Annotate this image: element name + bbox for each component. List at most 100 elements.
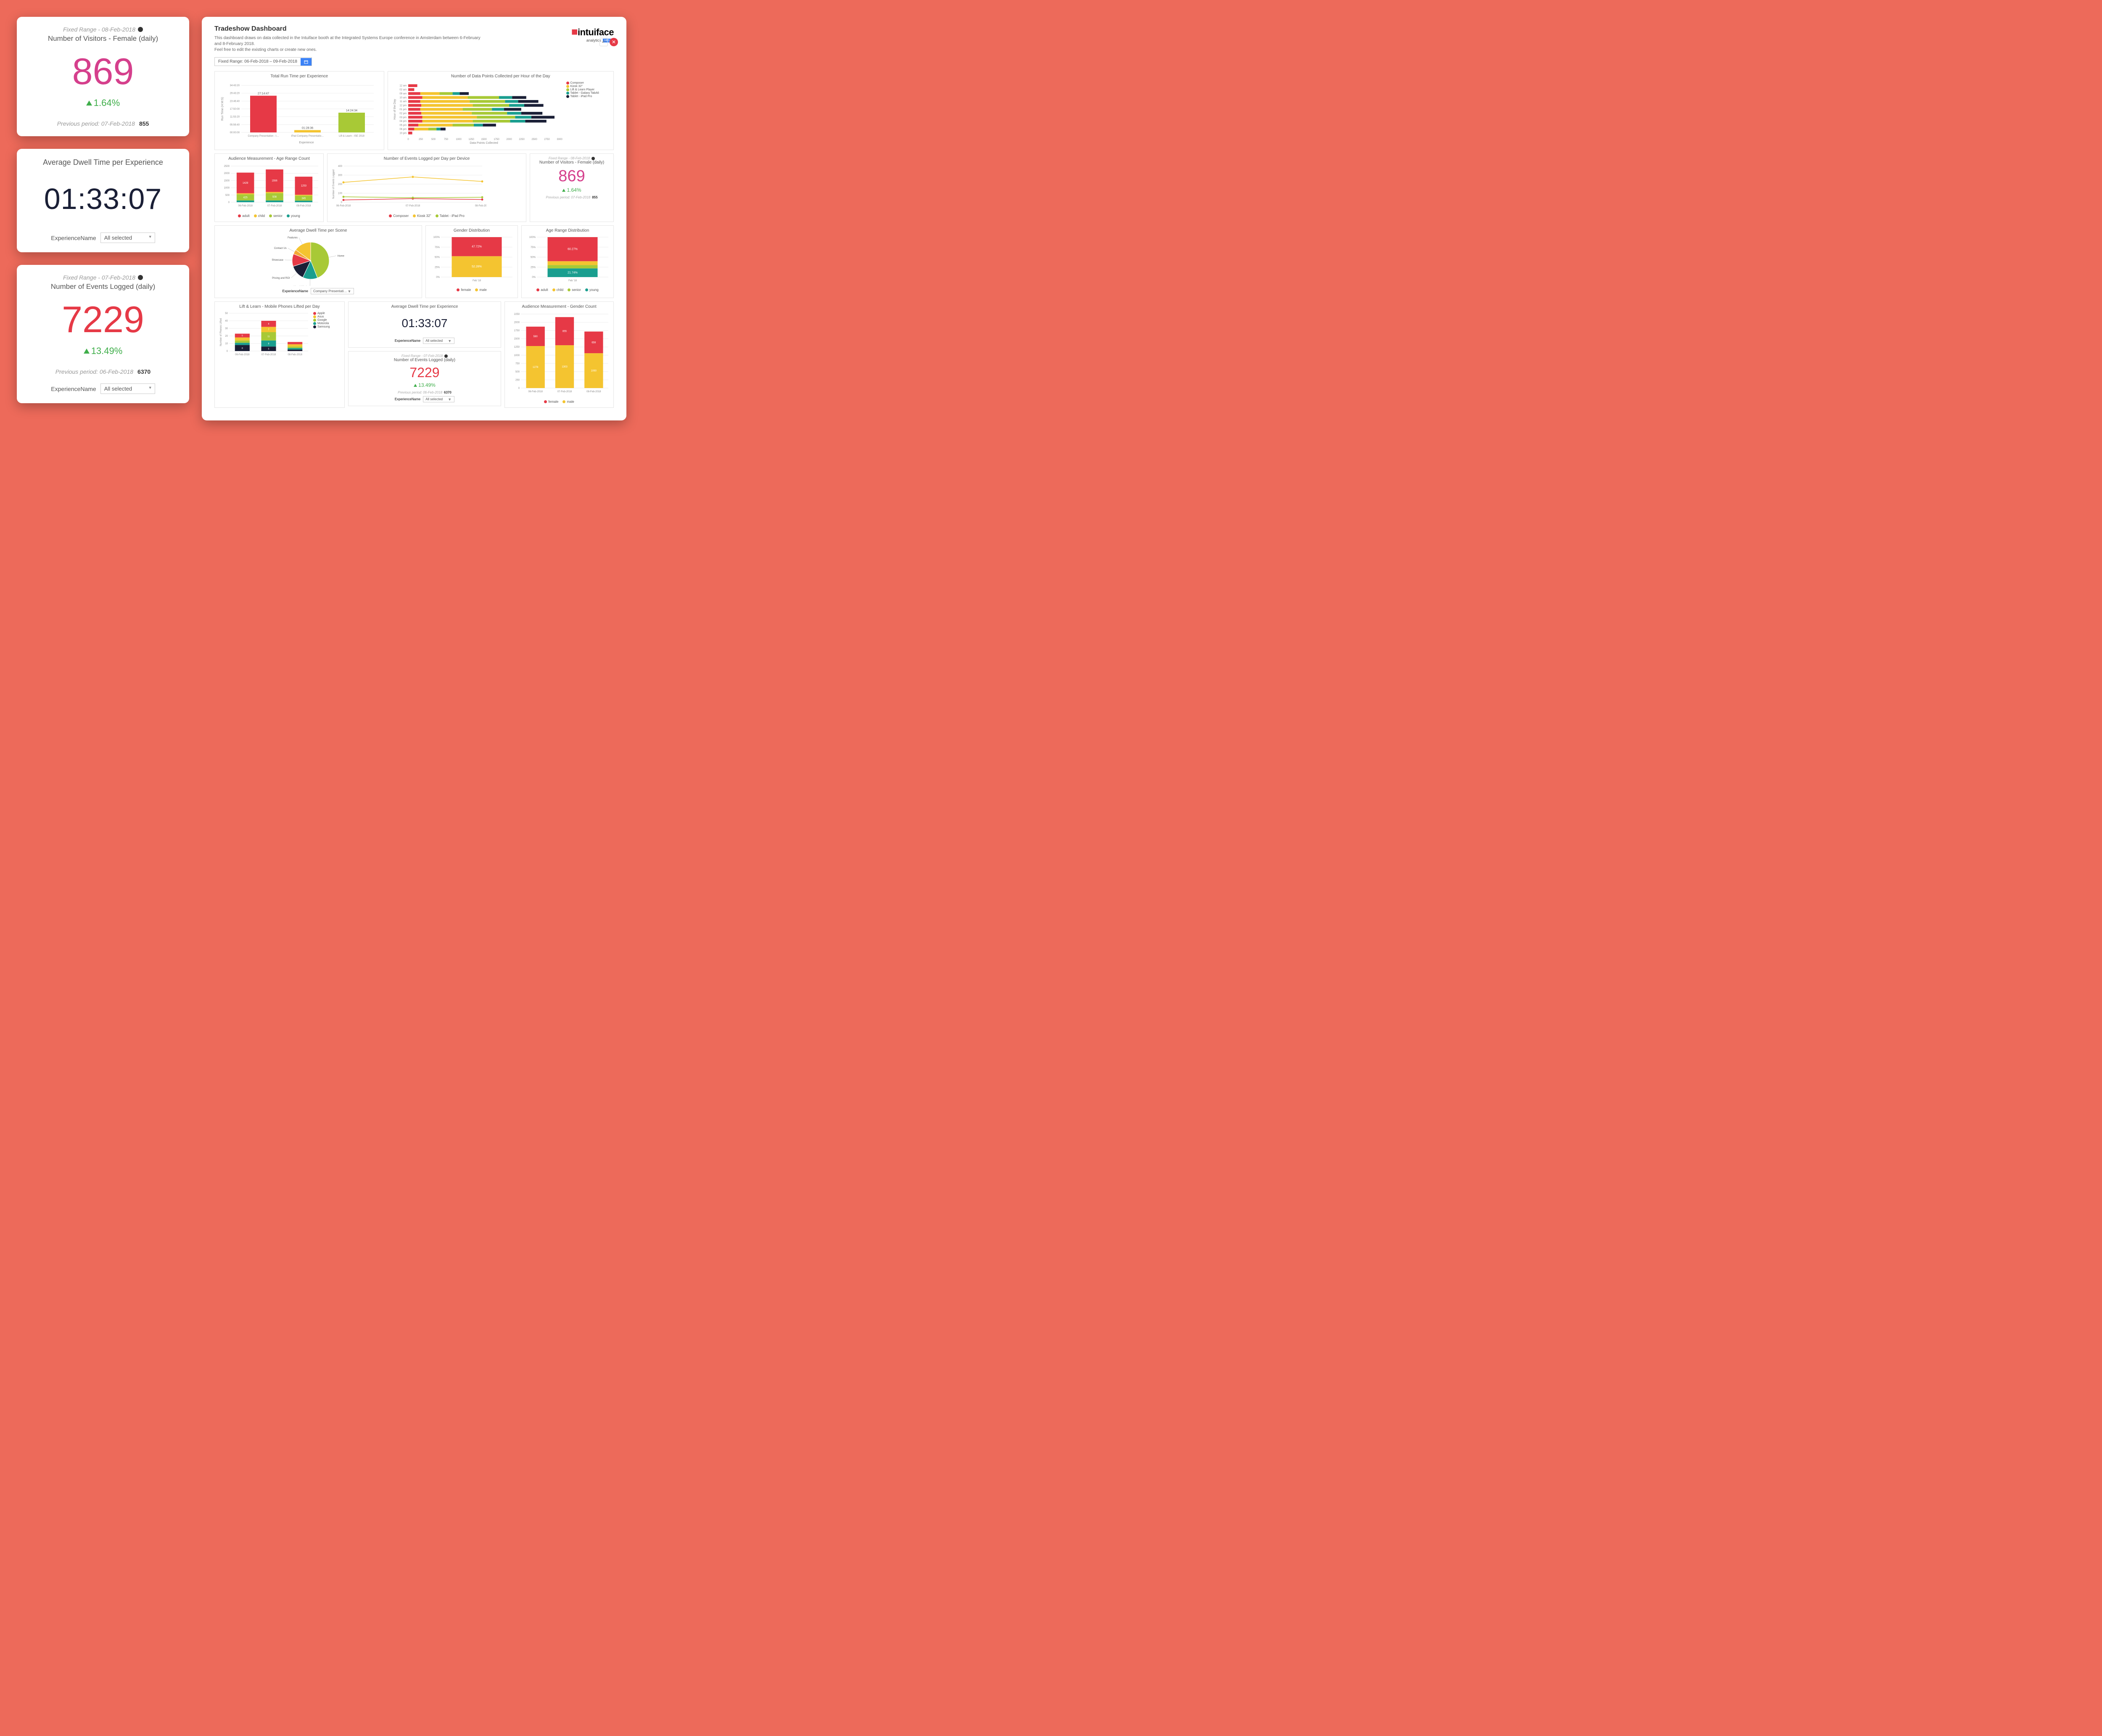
svg-text:250: 250: [419, 138, 423, 141]
svg-text:2250: 2250: [519, 138, 525, 141]
svg-text:10: 10: [225, 343, 228, 345]
svg-text:20: 20: [225, 335, 228, 338]
svg-text:1000: 1000: [514, 354, 520, 357]
svg-text:1000: 1000: [456, 138, 462, 141]
svg-text:1500: 1500: [481, 138, 487, 141]
svg-text:60.27%: 60.27%: [568, 248, 578, 251]
svg-text:Features: Features: [288, 237, 298, 239]
svg-text:0: 0: [407, 138, 409, 141]
svg-text:11 am: 11 am: [399, 100, 406, 103]
selector-label: ExperienceName: [51, 386, 96, 392]
svg-text:2000: 2000: [514, 322, 520, 324]
arrow-up-icon: [84, 349, 90, 354]
kpi-title: Number of Events Logged (daily): [26, 283, 180, 291]
svg-text:03 pm: 03 pm: [399, 116, 407, 119]
svg-text:14:24:34: 14:24:34: [346, 109, 357, 112]
dashboard-description: This dashboard draws on data collected i…: [214, 35, 483, 53]
svg-text:Company Presentation - I…: Company Presentation - I…: [248, 135, 279, 137]
runtime-chart: Total Run Time per Experience00:00:0005:…: [214, 71, 384, 150]
svg-text:100: 100: [338, 193, 343, 195]
kpi-title: Number of Visitors - Female (daily): [26, 34, 180, 43]
svg-text:01:28:36: 01:28:36: [302, 127, 313, 129]
svg-text:08-Feb-2018: 08-Feb-2018: [296, 205, 311, 207]
svg-text:1429: 1429: [243, 182, 248, 185]
svg-text:659: 659: [592, 341, 596, 344]
close-button[interactable]: ✕: [610, 38, 618, 46]
svg-text:07-Feb-2018: 07-Feb-2018: [557, 391, 572, 393]
svg-text:23:46:40: 23:46:40: [230, 100, 240, 103]
arrow-up-icon: [86, 100, 92, 106]
svg-text:10 am: 10 am: [399, 97, 407, 99]
svg-text:750: 750: [515, 362, 520, 365]
svg-text:75%: 75%: [435, 246, 440, 249]
svg-text:8: 8: [268, 323, 269, 325]
svg-text:29:43:20: 29:43:20: [230, 92, 240, 95]
svg-text:07-Feb-2018: 07-Feb-2018: [261, 354, 276, 356]
svg-text:02 pm: 02 pm: [399, 112, 407, 115]
undo-button[interactable]: ↶: [599, 38, 608, 46]
svg-text:Number of Events Logged: Number of Events Logged: [333, 169, 335, 199]
hourly-chart: Number of Data Points Collected per Hour…: [388, 71, 614, 150]
svg-text:855: 855: [562, 330, 567, 333]
svg-text:0: 0: [227, 350, 228, 353]
kpi-range: Fixed Range - 08-Feb-2018: [26, 26, 180, 33]
date-range-picker[interactable]: Fixed Range: 06-Feb-2018 – 09-Feb-2018: [214, 57, 312, 66]
svg-text:750: 750: [444, 138, 449, 141]
experience-dropdown[interactable]: All selected: [100, 383, 155, 394]
svg-text:Feb '18: Feb '18: [568, 280, 577, 282]
svg-text:11: 11: [267, 336, 269, 338]
svg-text:Lift & Learn - ISE 2018: Lift & Learn - ISE 2018: [339, 135, 364, 137]
svg-text:Home: Home: [338, 255, 345, 257]
svg-text:25%: 25%: [531, 266, 536, 269]
svg-text:11:53:20: 11:53:20: [230, 116, 240, 119]
svg-text:00:00:00: 00:00:00: [230, 132, 240, 134]
svg-text:08-Feb-2018: 08-Feb-2018: [288, 354, 302, 356]
svg-text:1060: 1060: [591, 370, 597, 373]
svg-text:30: 30: [225, 328, 228, 330]
svg-text:5: 5: [242, 335, 243, 337]
svg-text:01 pm: 01 pm: [399, 108, 407, 111]
svg-text:50%: 50%: [531, 256, 536, 259]
panel-title: Average Dwell Time per Experience: [26, 158, 180, 167]
calendar-icon[interactable]: [301, 58, 312, 66]
svg-text:1750: 1750: [514, 330, 520, 332]
svg-text:Experience: Experience: [299, 141, 314, 144]
kpi-prev: Previous period: 06-Feb-20186370: [26, 368, 180, 375]
svg-text:0: 0: [518, 387, 520, 390]
svg-text:400: 400: [338, 165, 343, 168]
svg-text:1750: 1750: [494, 138, 499, 141]
svg-text:08-Feb-2018: 08-Feb-2018: [586, 391, 601, 393]
svg-text:06-Feb-2018: 06-Feb-2018: [235, 354, 250, 356]
svg-text:50%: 50%: [435, 256, 440, 259]
svg-text:7: 7: [268, 329, 269, 331]
svg-text:12 am: 12 am: [399, 85, 407, 87]
kpi-value: 7229: [26, 301, 180, 338]
kpi-prev: Previous period: 07-Feb-2018855: [26, 120, 180, 127]
svg-text:40: 40: [225, 320, 228, 322]
svg-text:500: 500: [515, 371, 520, 373]
info-icon[interactable]: [138, 275, 143, 280]
svg-text:0: 0: [341, 201, 343, 204]
kpi-card-visitors-female: Fixed Range - 08-Feb-2018 Number of Visi…: [17, 17, 189, 136]
svg-text:Number of Phones Lifted: Number of Phones Lifted: [220, 318, 222, 346]
svg-text:1250: 1250: [514, 346, 520, 349]
svg-text:3000: 3000: [557, 138, 562, 141]
svg-text:06 pm: 06 pm: [399, 128, 407, 131]
svg-text:1278: 1278: [533, 366, 539, 369]
svg-text:Data Points Collected: Data Points Collected: [470, 142, 498, 144]
svg-text:500: 500: [225, 194, 230, 197]
kpi-card-dwell-time: Average Dwell Time per Experience 01:33:…: [17, 149, 189, 252]
svg-text:iPad Company Presentatio…: iPad Company Presentatio…: [291, 135, 324, 137]
experience-dropdown[interactable]: All selected: [100, 233, 155, 243]
info-icon[interactable]: [138, 27, 143, 32]
svg-text:Hour of the Day: Hour of the Day: [393, 99, 396, 120]
selector-label: ExperienceName: [51, 235, 96, 241]
kpi-delta: 13.49%: [26, 346, 180, 357]
svg-text:06-Feb-2018: 06-Feb-2018: [238, 205, 253, 207]
svg-text:2000: 2000: [224, 172, 230, 175]
svg-text:07-Feb-2018: 07-Feb-2018: [267, 205, 282, 207]
svg-text:1000: 1000: [224, 187, 230, 190]
svg-text:Run Time (H:M:S): Run Time (H:M:S): [221, 97, 224, 121]
svg-text:27:14:47: 27:14:47: [258, 92, 269, 95]
svg-text:0%: 0%: [532, 276, 536, 279]
